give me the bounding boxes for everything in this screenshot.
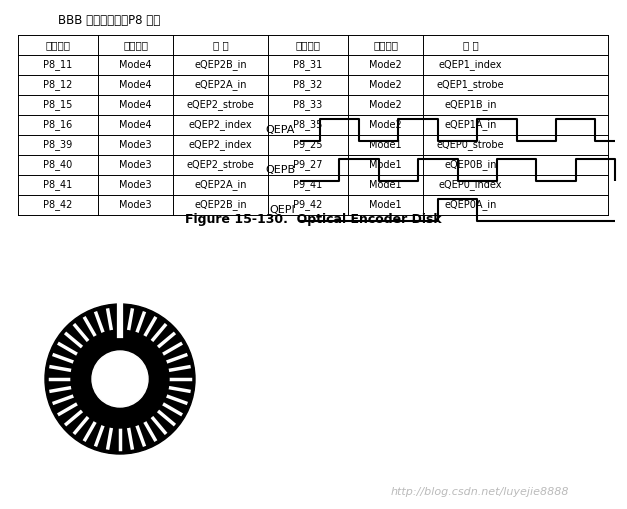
Text: QEPI: QEPI	[269, 205, 295, 215]
Text: Mode4: Mode4	[119, 60, 152, 70]
Text: BBB 板对应引脚：P8 接口: BBB 板对应引脚：P8 接口	[58, 14, 161, 27]
Text: P8_12: P8_12	[43, 79, 73, 91]
Text: 名 称: 名 称	[463, 40, 478, 50]
Text: eQEP1B_in: eQEP1B_in	[445, 100, 497, 110]
Text: Mode3: Mode3	[119, 160, 152, 170]
Text: Mode3: Mode3	[119, 200, 152, 210]
Text: Mode1: Mode1	[369, 200, 402, 210]
Text: Mode1: Mode1	[369, 140, 402, 150]
Text: P8_42: P8_42	[43, 200, 73, 210]
Text: Mode1: Mode1	[369, 160, 402, 170]
Text: Mode2: Mode2	[369, 120, 402, 130]
Text: P8_41: P8_41	[43, 180, 73, 190]
Text: 工作模式: 工作模式	[373, 40, 398, 50]
Text: eQEP1_index: eQEP1_index	[439, 60, 502, 70]
Text: Mode4: Mode4	[119, 120, 152, 130]
Circle shape	[92, 351, 148, 407]
Text: eQEP0_strobe: eQEP0_strobe	[436, 139, 504, 151]
Text: Mode2: Mode2	[369, 100, 402, 110]
Text: eQEP2B_in: eQEP2B_in	[194, 200, 247, 210]
Text: eQEP2_index: eQEP2_index	[189, 139, 252, 151]
Text: P8_33: P8_33	[293, 100, 323, 110]
Text: P9_27: P9_27	[293, 159, 323, 171]
Text: eQEP2B_in: eQEP2B_in	[194, 60, 247, 70]
Text: http://blog.csdn.net/luyejie8888: http://blog.csdn.net/luyejie8888	[391, 487, 569, 497]
Text: eQEP0B_in: eQEP0B_in	[445, 159, 497, 171]
Text: QEPB: QEPB	[265, 165, 295, 175]
Text: eQEP1A_in: eQEP1A_in	[445, 120, 497, 130]
Text: Mode2: Mode2	[369, 60, 402, 70]
Text: 引脚编号: 引脚编号	[46, 40, 70, 50]
Circle shape	[71, 330, 169, 428]
Text: P8_35: P8_35	[293, 120, 323, 130]
Text: Mode4: Mode4	[119, 100, 152, 110]
Text: Mode1: Mode1	[369, 180, 402, 190]
Text: eQEP2_strobe: eQEP2_strobe	[187, 100, 255, 110]
Text: eQEP2_strobe: eQEP2_strobe	[187, 159, 255, 171]
Text: P8_31: P8_31	[293, 60, 323, 70]
Text: P8_16: P8_16	[43, 120, 73, 130]
Text: Figure 15-130.  Optical Encoder Disk: Figure 15-130. Optical Encoder Disk	[185, 213, 442, 226]
Text: P9_25: P9_25	[293, 139, 323, 151]
Text: Mode3: Mode3	[119, 140, 152, 150]
Text: Mode2: Mode2	[369, 80, 402, 90]
Text: QEPA: QEPA	[266, 125, 295, 135]
Text: eQEP2A_in: eQEP2A_in	[194, 180, 247, 190]
Text: P8_39: P8_39	[43, 139, 73, 151]
Text: P8_15: P8_15	[43, 100, 73, 110]
Circle shape	[45, 304, 195, 454]
Text: Mode3: Mode3	[119, 180, 152, 190]
Text: 工作模式: 工作模式	[123, 40, 148, 50]
Text: P9_42: P9_42	[293, 200, 323, 210]
Text: eQEP1_strobe: eQEP1_strobe	[436, 79, 504, 91]
Text: Mode4: Mode4	[119, 80, 152, 90]
Text: eQEP2A_in: eQEP2A_in	[194, 79, 247, 91]
Text: 引脚编号: 引脚编号	[295, 40, 320, 50]
Text: 名 称: 名 称	[213, 40, 228, 50]
Text: P9_41: P9_41	[293, 180, 323, 190]
Text: P8_32: P8_32	[293, 79, 323, 91]
Text: eQEP0A_in: eQEP0A_in	[445, 200, 497, 210]
Text: P8_40: P8_40	[43, 159, 73, 171]
Text: eQEP2_index: eQEP2_index	[189, 120, 252, 130]
Text: eQEP0_index: eQEP0_index	[439, 180, 502, 190]
Text: P8_11: P8_11	[43, 60, 73, 70]
